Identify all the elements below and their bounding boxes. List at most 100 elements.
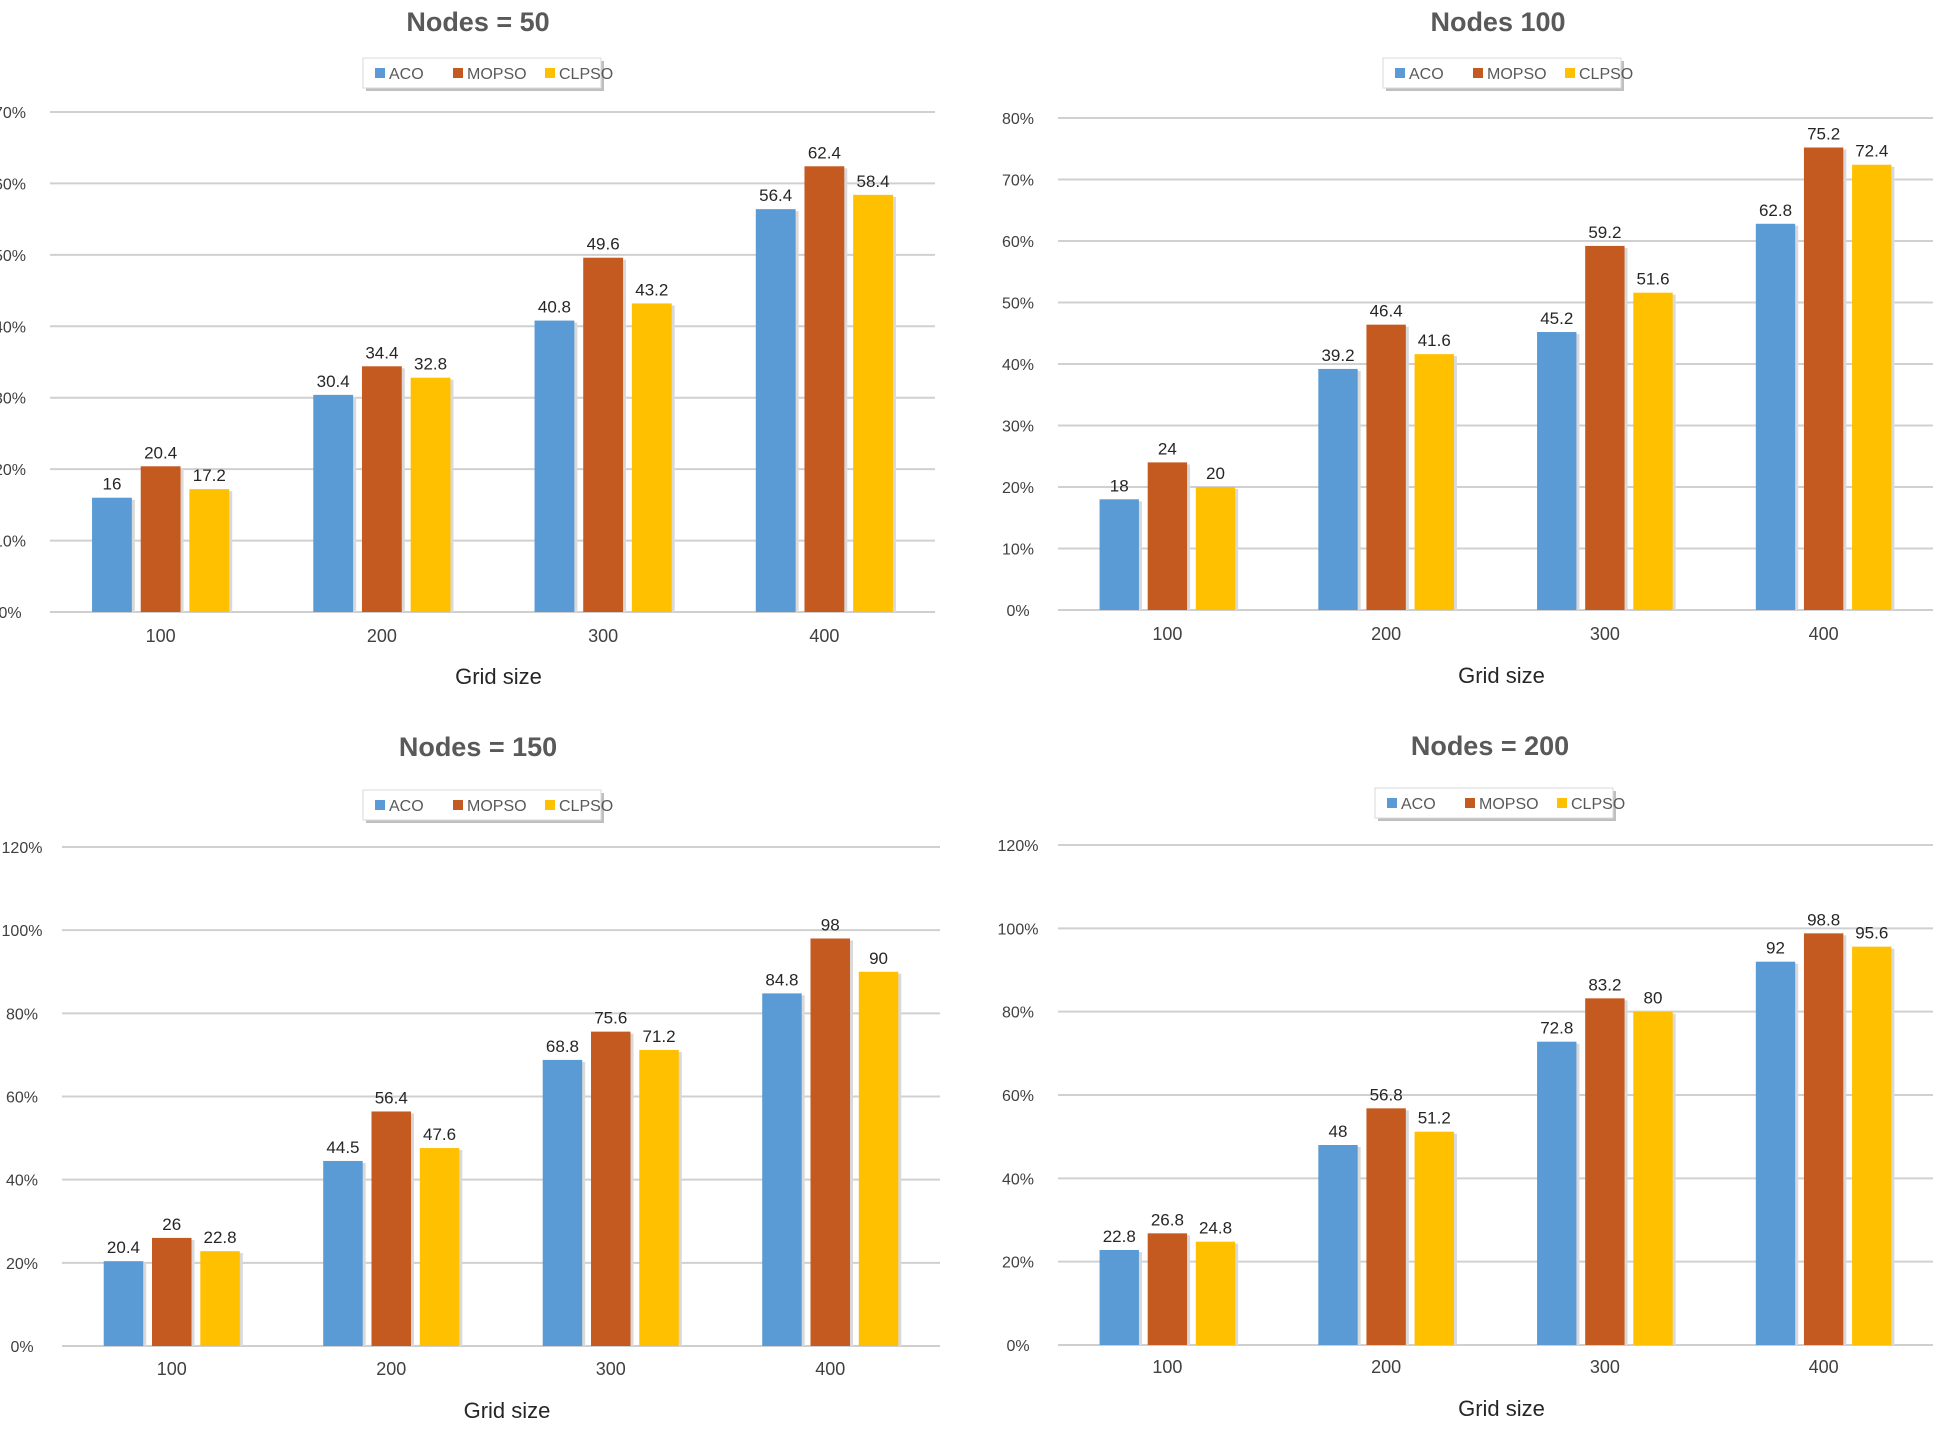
legend-swatch-aco [1387,798,1397,808]
bar-clpso-200 [419,1148,460,1346]
chart-panel-nodes-50: Nodes = 50 ACO MOPSO CLPSO 0% 10% 20% 30% 40% 50%… [0,0,977,719]
data-label-aco-300: 68.8 [546,1037,579,1056]
chart-title: Nodes = 150 [399,732,557,762]
y-tick-label: 20% [0,462,26,479]
y-tick-label: 120% [998,838,1039,855]
data-label-aco-300: 72.8 [1540,1019,1573,1038]
legend-label-clpso: CLPSO [1571,796,1625,813]
x-tick-label: 400 [809,626,839,646]
bar-clpso-400 [1852,946,1892,1345]
data-label-clpso-200: 47.6 [423,1125,456,1144]
legend-swatch-mopso [453,800,463,810]
legend-swatch-aco [375,68,385,78]
y-tick-label: 0% [1006,1338,1029,1355]
legend: ACO MOPSO CLPSO [362,57,613,91]
bar-clpso-200 [410,377,451,612]
x-tick-label: 400 [1809,624,1839,644]
bar-aco-100 [1099,499,1139,610]
data-label-aco-200: 30.4 [317,372,350,391]
legend-swatch-clpso [1557,798,1567,808]
legend-swatch-mopso [1473,68,1483,78]
bar-mopso-100 [1147,462,1188,610]
bar-clpso-100 [1195,1241,1236,1345]
data-label-aco-100: 20.4 [107,1238,140,1257]
chart-panel-nodes-150: Nodes = 150 ACO MOPSO CLPSO 0% 20% 40% 60% 80% 10… [0,719,977,1438]
data-label-aco-400: 56.4 [759,186,792,205]
data-label-aco-400: 84.8 [765,970,798,989]
data-label-mopso-100: 24 [1158,439,1177,458]
data-label-aco-300: 40.8 [538,298,571,317]
bar-clpso-400 [1852,164,1892,611]
legend-box [1382,57,1622,89]
legend-swatch-aco [1395,68,1405,78]
x-tick-label: 400 [815,1359,845,1379]
data-label-clpso-300: 43.2 [635,280,668,299]
x-tick-label: 100 [1152,1357,1182,1377]
y-tick-label: 60% [1002,234,1034,251]
y-tick-label: 80% [1002,111,1034,128]
data-label-clpso-200: 32.8 [414,355,447,374]
data-label-mopso-200: 46.4 [1370,302,1403,321]
data-label-mopso-200: 56.8 [1370,1085,1403,1104]
bar-clpso-300 [639,1049,679,1346]
legend: ACO MOPSO CLPSO [1382,57,1633,91]
x-axis-title: Grid size [464,1398,551,1423]
data-label-clpso-400: 72.4 [1855,142,1888,161]
bar-chart-svg: Nodes = 50 ACO MOPSO CLPSO 0% 10% 20% 30% 40% 50%… [0,7,935,689]
data-label-mopso-400: 98.8 [1807,910,1840,929]
legend-label-mopso: MOPSO [1479,796,1539,813]
y-tick-label: 80% [6,1006,38,1023]
data-label-clpso-200: 41.6 [1418,331,1451,350]
x-tick-label: 100 [157,1359,187,1379]
bar-chart-svg: Nodes = 200 ACO MOPSO CLPSO 0% 20% 40% 60% 80% 10… [998,731,1933,1421]
bar-aco-200 [323,1160,363,1346]
bar-clpso-300 [1633,1011,1673,1345]
x-tick-label: 200 [376,1359,406,1379]
legend-label-mopso: MOPSO [467,66,527,83]
legend-box [1374,787,1614,819]
bar-clpso-200 [1414,354,1454,610]
data-label-aco-100: 22.8 [1103,1227,1136,1246]
x-tick-label: 100 [1152,624,1182,644]
data-label-mopso-100: 26 [162,1215,181,1234]
bar-mopso-100 [1147,1233,1188,1345]
y-tick-label: 10% [0,534,26,551]
data-label-aco-100: 18 [1110,476,1129,495]
data-label-aco-400: 92 [1766,939,1785,958]
data-label-clpso-100: 20 [1206,464,1225,483]
chart-title: Nodes = 200 [1411,731,1569,761]
y-tick-label: 70% [1002,173,1034,190]
y-tick-label: 50% [0,248,26,265]
bar-chart-svg: Nodes 100 ACO MOPSO CLPSO 0% 10% 20% 30% 40% 50% 6… [1002,7,1933,688]
data-label-clpso-400: 58.4 [857,172,890,191]
legend-swatch-aco [375,800,385,810]
legend-label-mopso: MOPSO [467,798,527,815]
bar-mopso-300 [590,1031,631,1346]
bar-aco-300 [534,320,575,612]
legend-swatch-clpso [545,800,555,810]
bar-clpso-200 [1414,1131,1454,1345]
legend: ACO MOPSO CLPSO [1374,787,1625,821]
bar-mopso-300 [583,257,624,612]
bar-aco-400 [1755,961,1796,1345]
bar-aco-100 [1099,1250,1139,1345]
bar-aco-200 [1318,368,1358,610]
legend-label-aco: ACO [1401,796,1436,813]
data-label-mopso-300: 49.6 [587,235,620,254]
data-label-mopso-400: 62.4 [808,143,841,162]
bar-mopso-200 [1366,324,1406,610]
x-tick-label: 100 [146,626,176,646]
legend-swatch-mopso [1465,798,1475,808]
y-tick-label: 120% [2,840,43,857]
bar-mopso-100 [151,1237,192,1346]
data-label-clpso-300: 51.6 [1636,270,1669,289]
bar-mopso-300 [1585,245,1625,611]
y-tick-label: 80% [1002,1005,1034,1022]
bar-mopso-300 [1585,998,1625,1345]
y-tick-label: 30% [1002,419,1034,436]
bar-mopso-400 [804,166,845,613]
bar-mopso-400 [1803,933,1844,1345]
data-label-aco-300: 45.2 [1540,309,1573,328]
data-label-mopso-200: 56.4 [375,1088,408,1107]
y-tick-label: 20% [1002,480,1034,497]
